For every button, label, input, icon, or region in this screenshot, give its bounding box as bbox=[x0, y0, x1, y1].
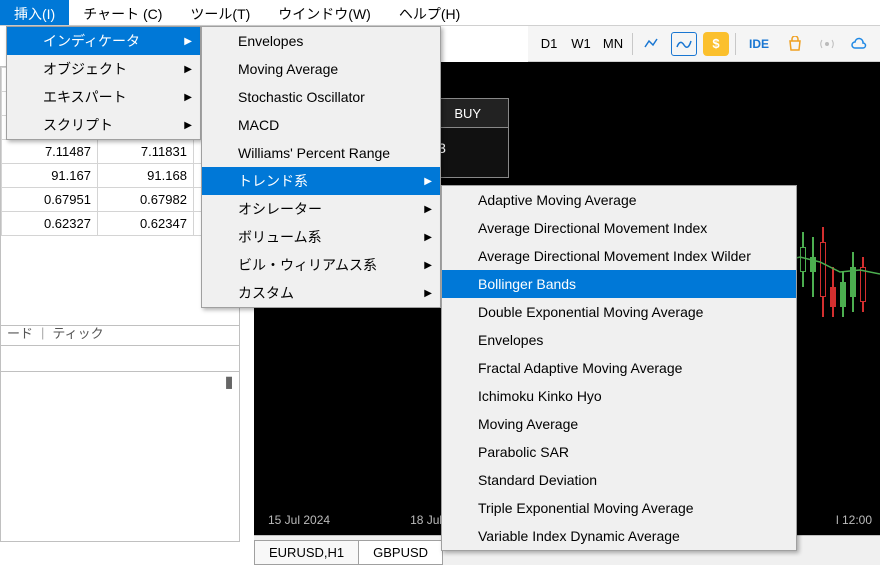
submenu-arrow-icon: ▶ bbox=[424, 232, 432, 243]
submenu-arrow-icon: ▶ bbox=[184, 64, 192, 75]
indicator-wpr[interactable]: Williams' Percent Range bbox=[202, 139, 440, 167]
bag-icon bbox=[787, 36, 803, 52]
ind-bollinger[interactable]: Bollinger Bands bbox=[442, 270, 796, 298]
ind-adx[interactable]: Average Directional Movement Index bbox=[442, 214, 796, 242]
submenu-arrow-icon: ▶ bbox=[424, 204, 432, 215]
ind-stddev[interactable]: Standard Deviation bbox=[442, 466, 796, 494]
indicator-ma[interactable]: Moving Average bbox=[202, 55, 440, 83]
submenu-arrow-icon: ▶ bbox=[424, 260, 432, 271]
tab-gbpusd[interactable]: GBPUSD bbox=[358, 540, 443, 565]
timeframe-mn[interactable]: MN bbox=[600, 32, 626, 56]
submenu-arrow-icon: ▶ bbox=[184, 120, 192, 131]
line-chart-icon bbox=[643, 37, 661, 51]
menu-indicator[interactable]: インディケータ▶ bbox=[7, 27, 200, 55]
submenu-arrow-icon: ▶ bbox=[184, 92, 192, 103]
indicator-macd[interactable]: MACD bbox=[202, 111, 440, 139]
dollar-button[interactable]: $ bbox=[703, 32, 729, 56]
price-cell: 91.168 bbox=[97, 164, 193, 188]
signal-button[interactable] bbox=[814, 32, 840, 56]
market-watch-tabs: ード | ティック bbox=[0, 320, 240, 346]
price-cell: 0.67982 bbox=[97, 188, 193, 212]
menubar: 挿入(I) チャート (C) ツール(T) ウインドウ(W) ヘルプ(H) bbox=[0, 0, 880, 26]
ind-ichimoku[interactable]: Ichimoku Kinko Hyo bbox=[442, 382, 796, 410]
indicator-submenu: Envelopes Moving Average Stochastic Osci… bbox=[201, 26, 441, 308]
submenu-arrow-icon: ▶ bbox=[184, 36, 192, 47]
indicators-button[interactable] bbox=[671, 32, 697, 56]
cat-trend[interactable]: トレンド系▶ bbox=[202, 167, 440, 195]
timeframe-w1[interactable]: W1 bbox=[568, 32, 594, 56]
tab-eurusd[interactable]: EURUSD,H1 bbox=[254, 540, 359, 565]
ind-ma[interactable]: Moving Average bbox=[442, 410, 796, 438]
timeframe-d1[interactable]: D1 bbox=[536, 32, 562, 56]
tab-tick[interactable]: ティック bbox=[52, 323, 103, 342]
ind-vidya[interactable]: Variable Index Dynamic Average bbox=[442, 522, 796, 550]
market-button[interactable] bbox=[782, 32, 808, 56]
ind-psar[interactable]: Parabolic SAR bbox=[442, 438, 796, 466]
ind-tema[interactable]: Triple Exponential Moving Average bbox=[442, 494, 796, 522]
price-cell: 0.62327 bbox=[2, 212, 98, 236]
trend-submenu: Adaptive Moving Average Average Directio… bbox=[441, 185, 797, 551]
menu-chart[interactable]: チャート (C) bbox=[69, 0, 176, 25]
price-cell: 0.67951 bbox=[2, 188, 98, 212]
ind-adxw[interactable]: Average Directional Movement Index Wilde… bbox=[442, 242, 796, 270]
menu-help[interactable]: ヘルプ(H) bbox=[385, 0, 474, 25]
scrollbar-handle[interactable]: ▮ bbox=[222, 372, 236, 392]
price-cell: 0.62347 bbox=[97, 212, 193, 236]
broadcast-icon bbox=[819, 36, 835, 52]
search-input[interactable] bbox=[1, 346, 239, 371]
menu-object[interactable]: オブジェクト▶ bbox=[7, 55, 200, 83]
separator bbox=[632, 33, 633, 55]
ind-ama[interactable]: Adaptive Moving Average bbox=[442, 186, 796, 214]
chart-type-dropdown[interactable] bbox=[639, 32, 665, 56]
toolbar: D1 W1 MN $ IDE bbox=[528, 26, 880, 62]
navigator-panel: ▮ bbox=[0, 372, 240, 542]
ide-button[interactable]: IDE bbox=[742, 32, 776, 56]
cat-custom[interactable]: カスタム▶ bbox=[202, 279, 440, 307]
cat-bill-williams[interactable]: ビル・ウィリアムス系▶ bbox=[202, 251, 440, 279]
cloud-icon bbox=[850, 37, 868, 51]
cat-oscillator[interactable]: オシレーター▶ bbox=[202, 195, 440, 223]
cat-volume[interactable]: ボリューム系▶ bbox=[202, 223, 440, 251]
menu-insert[interactable]: 挿入(I) bbox=[0, 0, 69, 25]
insert-menu: インディケータ▶ オブジェクト▶ エキスパート▶ スクリプト▶ bbox=[6, 26, 201, 140]
ind-frama[interactable]: Fractal Adaptive Moving Average bbox=[442, 354, 796, 382]
menu-tool[interactable]: ツール(T) bbox=[176, 0, 264, 25]
vps-button[interactable] bbox=[846, 32, 872, 56]
price-cell: 7.11831 bbox=[97, 140, 193, 164]
submenu-arrow-icon: ▶ bbox=[424, 176, 432, 187]
ind-dema[interactable]: Double Exponential Moving Average bbox=[442, 298, 796, 326]
menu-script[interactable]: スクリプト▶ bbox=[7, 111, 200, 139]
symbol-search bbox=[0, 346, 240, 372]
ind-envelopes[interactable]: Envelopes bbox=[442, 326, 796, 354]
indicator-stochastic[interactable]: Stochastic Oscillator bbox=[202, 83, 440, 111]
indicator-envelopes[interactable]: Envelopes bbox=[202, 27, 440, 55]
menu-window[interactable]: ウインドウ(W) bbox=[264, 0, 385, 25]
price-cell: 7.11487 bbox=[2, 140, 98, 164]
menu-expert[interactable]: エキスパート▶ bbox=[7, 83, 200, 111]
separator bbox=[735, 33, 736, 55]
indicator-icon bbox=[675, 37, 693, 51]
tab-board[interactable]: ード bbox=[7, 323, 33, 342]
submenu-arrow-icon: ▶ bbox=[424, 288, 432, 299]
price-cell: 91.167 bbox=[2, 164, 98, 188]
